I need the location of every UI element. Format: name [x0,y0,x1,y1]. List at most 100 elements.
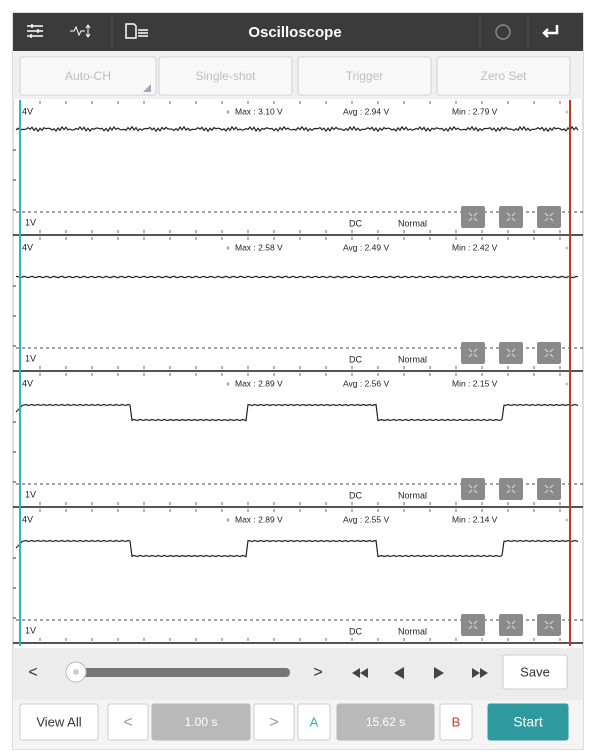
step-back[interactable] [394,667,404,679]
channel-tool[interactable] [537,614,561,636]
arrow-left [226,246,229,250]
max-value: Max : 2.58 V [235,242,283,252]
scale-bottom: 1V [25,489,36,499]
dropdown-mark [143,84,151,92]
save-button[interactable] [502,654,568,690]
toolbar-button-label: Trigger [346,69,384,83]
avg-value: Avg : 2.94 V [343,106,389,116]
cursor-b-button-label: B [452,714,461,729]
coupling: DC [349,354,362,364]
arrow-right [566,382,569,386]
trigger-mode: Normal [398,354,427,364]
rewind[interactable] [352,668,368,678]
scale-top: 4V [22,106,33,116]
waveform [15,539,579,558]
channel-tool-icon [544,620,554,630]
start-button-label: Start [513,714,543,730]
channel-tool[interactable] [461,614,485,636]
cursor-a-button[interactable] [297,703,331,741]
header-bar [13,13,583,51]
time-next-button-label: > [269,714,278,731]
scale-bottom: 1V [25,353,36,363]
time-div[interactable] [151,703,251,741]
channel-tool[interactable] [461,342,485,364]
channel-tool[interactable] [537,342,561,364]
view-all-button-label: View All [36,714,81,729]
trigger-mode: Normal [398,218,427,228]
channel-tool-icon [468,484,478,494]
min-value: Min : 2.15 V [452,378,498,388]
scale-top: 4V [22,514,33,524]
scroll-prev: < [28,664,37,681]
channel-tool-icon [468,212,478,222]
max-value: Max : 2.89 V [235,514,283,524]
avg-value: Avg : 2.49 V [343,242,389,252]
start-button[interactable] [487,703,569,741]
arrow-left [226,110,229,114]
scroll-thumb-dot [73,669,79,675]
avg-value: Avg : 2.56 V [343,378,389,388]
toolbar-button-label: Single-shot [195,69,256,83]
channel-tool[interactable] [537,478,561,500]
coupling: DC [349,490,362,500]
time-prev-button[interactable] [107,703,149,741]
waveform [15,403,579,422]
header-icons [27,23,559,40]
channel-separator [13,370,583,372]
channel-tool-icon [544,348,554,358]
channel-tool-icon [544,484,554,494]
toolbar-button-label: Zero Set [480,69,527,83]
scale-bottom: 1V [25,217,36,227]
toolbar-button[interactable] [19,56,157,96]
arrow-right [566,110,569,114]
cursor-delta[interactable] [336,703,435,741]
channel-separator [13,506,583,508]
fast-forward[interactable] [472,668,488,678]
frame [12,12,584,750]
toolbar-button[interactable] [297,56,432,96]
arrow-left [226,382,229,386]
channel-tool[interactable] [499,206,523,228]
time-next-button[interactable] [253,703,295,741]
channel-tool[interactable] [461,206,485,228]
channel-tool[interactable] [499,478,523,500]
min-value: Min : 2.14 V [452,514,498,524]
screen-title: Oscilloscope [248,24,341,41]
channel-tool-icon [506,620,516,630]
channel-separator [13,642,583,644]
min-value: Min : 2.42 V [452,242,498,252]
toolbar-button[interactable] [436,56,571,96]
cursor-a-button-label: A [310,714,319,729]
channel-tool-icon [506,348,516,358]
channel-tool[interactable] [499,342,523,364]
trigger-mode: Normal [398,626,427,636]
scale-top: 4V [22,242,33,252]
max-value: Max : 2.89 V [235,378,283,388]
step-forward[interactable] [434,667,444,679]
trigger-mode: Normal [398,490,427,500]
avg-value: Avg : 2.55 V [343,514,389,524]
view-all-button[interactable] [19,703,99,741]
channel-tool[interactable] [537,206,561,228]
channel-tool-icon [506,484,516,494]
arrow-right [566,518,569,522]
scroll-next: > [313,664,322,681]
coupling: DC [349,218,362,228]
waveform [15,275,579,279]
channel-tool[interactable] [461,478,485,500]
channel-tool-icon [468,620,478,630]
time-div-label: 1.00 s [185,715,218,729]
toolbar-button[interactable] [158,56,293,96]
scroll-track[interactable] [68,668,290,677]
channel-tool[interactable] [499,614,523,636]
arrow-left [226,518,229,522]
coupling: DC [349,626,362,636]
cursor-b-button[interactable] [439,703,473,741]
channel-separator [13,234,583,236]
channel-tool-icon [544,212,554,222]
save-button-label: Save [520,664,550,679]
arrow-right [566,246,569,250]
min-value: Min : 2.79 V [452,106,498,116]
channel-tool-icon [468,348,478,358]
